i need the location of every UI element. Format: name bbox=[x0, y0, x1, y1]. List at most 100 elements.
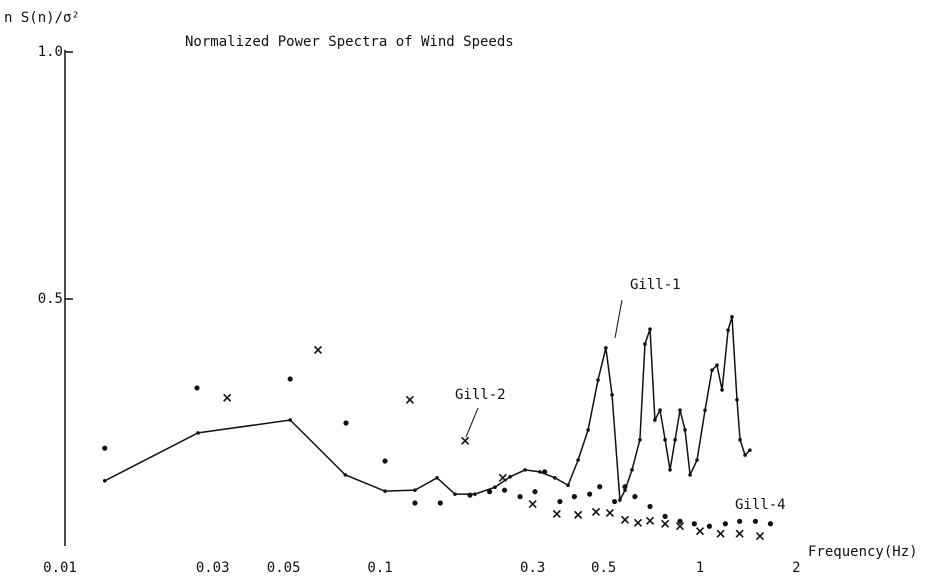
line-vertex bbox=[695, 458, 699, 462]
dot-marker bbox=[587, 491, 593, 497]
dot-marker bbox=[486, 489, 493, 495]
x-tick-label: 0.03 bbox=[196, 560, 230, 576]
dot-marker bbox=[722, 521, 728, 527]
dot-marker bbox=[467, 492, 473, 498]
dot-marker bbox=[287, 376, 293, 382]
dot-marker bbox=[597, 484, 603, 490]
dot-marker bbox=[571, 494, 577, 500]
line-vertex bbox=[453, 492, 457, 496]
series-line bbox=[104, 316, 751, 503]
line-vertex bbox=[623, 488, 627, 492]
chart-title: Normalized Power Spectra of Wind Speeds bbox=[185, 34, 514, 50]
x-marker bbox=[498, 473, 507, 482]
line-vertex bbox=[102, 478, 107, 483]
line-vertex bbox=[383, 489, 387, 493]
x-tick-label: 0.05 bbox=[267, 560, 301, 576]
dot-marker bbox=[557, 498, 563, 505]
line-vertex bbox=[508, 475, 512, 479]
line-vertex bbox=[648, 327, 652, 331]
x-marker bbox=[695, 527, 705, 536]
x-tick-label: 0.1 bbox=[367, 560, 392, 576]
line-vertex bbox=[523, 468, 527, 472]
x-marker bbox=[716, 529, 725, 538]
line-vertex bbox=[618, 498, 622, 502]
dot-marker bbox=[691, 521, 697, 527]
dot-marker bbox=[632, 494, 638, 500]
x-tick-label: 0.5 bbox=[591, 560, 616, 576]
line-vertex bbox=[668, 468, 672, 472]
line-vertex bbox=[738, 437, 742, 442]
label-pointer bbox=[465, 407, 479, 438]
dot-marker bbox=[647, 503, 653, 510]
line-vertex bbox=[493, 485, 497, 490]
x-marker bbox=[661, 519, 670, 528]
x-marker bbox=[633, 518, 643, 527]
x-marker bbox=[620, 515, 630, 524]
dot-marker bbox=[662, 513, 668, 519]
dot-marker bbox=[752, 518, 759, 524]
dot-marker bbox=[612, 498, 618, 505]
dot-marker bbox=[737, 518, 743, 524]
line-vertex bbox=[688, 473, 692, 477]
line-vertex bbox=[343, 473, 348, 477]
dot-marker bbox=[532, 489, 538, 495]
x-marker bbox=[461, 436, 470, 445]
dot-marker bbox=[767, 521, 774, 527]
line-vertex bbox=[735, 397, 739, 402]
line-vertex bbox=[413, 488, 417, 492]
line-vertex bbox=[710, 368, 714, 372]
line-vertex bbox=[748, 448, 752, 452]
line-vertex bbox=[576, 458, 580, 462]
line-vertex bbox=[586, 428, 590, 432]
x-tick-label: 1 bbox=[696, 560, 704, 576]
dot-marker bbox=[542, 469, 548, 475]
x-marker bbox=[735, 529, 744, 538]
x-tick-label: 2 bbox=[792, 560, 800, 576]
x-marker bbox=[405, 395, 414, 404]
x-marker bbox=[675, 522, 685, 531]
line-vertex bbox=[743, 453, 747, 457]
dot-marker bbox=[382, 458, 388, 464]
line-vertex bbox=[435, 476, 439, 480]
line-vertex bbox=[538, 470, 542, 474]
series-label: Gill-4 bbox=[735, 497, 786, 513]
line-vertex bbox=[604, 346, 608, 350]
x-marker bbox=[574, 510, 583, 519]
line-vertex bbox=[720, 388, 724, 392]
dot-marker bbox=[437, 500, 443, 506]
dot-marker bbox=[677, 518, 683, 524]
dot-marker bbox=[501, 487, 508, 493]
line-vertex bbox=[196, 431, 200, 435]
x-marker bbox=[313, 345, 323, 354]
line-vertex bbox=[638, 437, 642, 442]
line-vertex bbox=[566, 483, 570, 488]
line-vertex bbox=[658, 408, 662, 412]
line-vertex bbox=[653, 418, 657, 422]
line-vertex bbox=[596, 378, 600, 382]
line-vertex bbox=[553, 476, 557, 480]
line-vertex bbox=[703, 408, 707, 412]
line-vertex bbox=[715, 363, 719, 367]
dot-marker bbox=[102, 445, 108, 451]
x-tick-label: 0.3 bbox=[520, 560, 545, 576]
x-marker bbox=[223, 393, 232, 402]
dot-marker bbox=[194, 385, 200, 391]
x-marker bbox=[552, 509, 561, 518]
x-marker bbox=[755, 532, 765, 541]
y-tick-label: 1.0 bbox=[38, 44, 63, 60]
line-vertex bbox=[673, 437, 677, 442]
y-axis-label: n S(n)/σ² bbox=[4, 10, 80, 26]
series-label: Gill-1 bbox=[630, 277, 681, 293]
line-vertex bbox=[663, 437, 667, 442]
line-vertex bbox=[288, 418, 292, 422]
line-vertex bbox=[610, 393, 614, 397]
line-vertex bbox=[726, 328, 730, 332]
x-marker bbox=[591, 507, 601, 516]
line-vertex bbox=[630, 468, 634, 472]
label-pointer bbox=[614, 299, 623, 339]
x-marker bbox=[645, 516, 655, 525]
dot-marker bbox=[622, 484, 628, 490]
line-vertex bbox=[643, 342, 647, 346]
series-label: Gill-2 bbox=[455, 387, 506, 403]
